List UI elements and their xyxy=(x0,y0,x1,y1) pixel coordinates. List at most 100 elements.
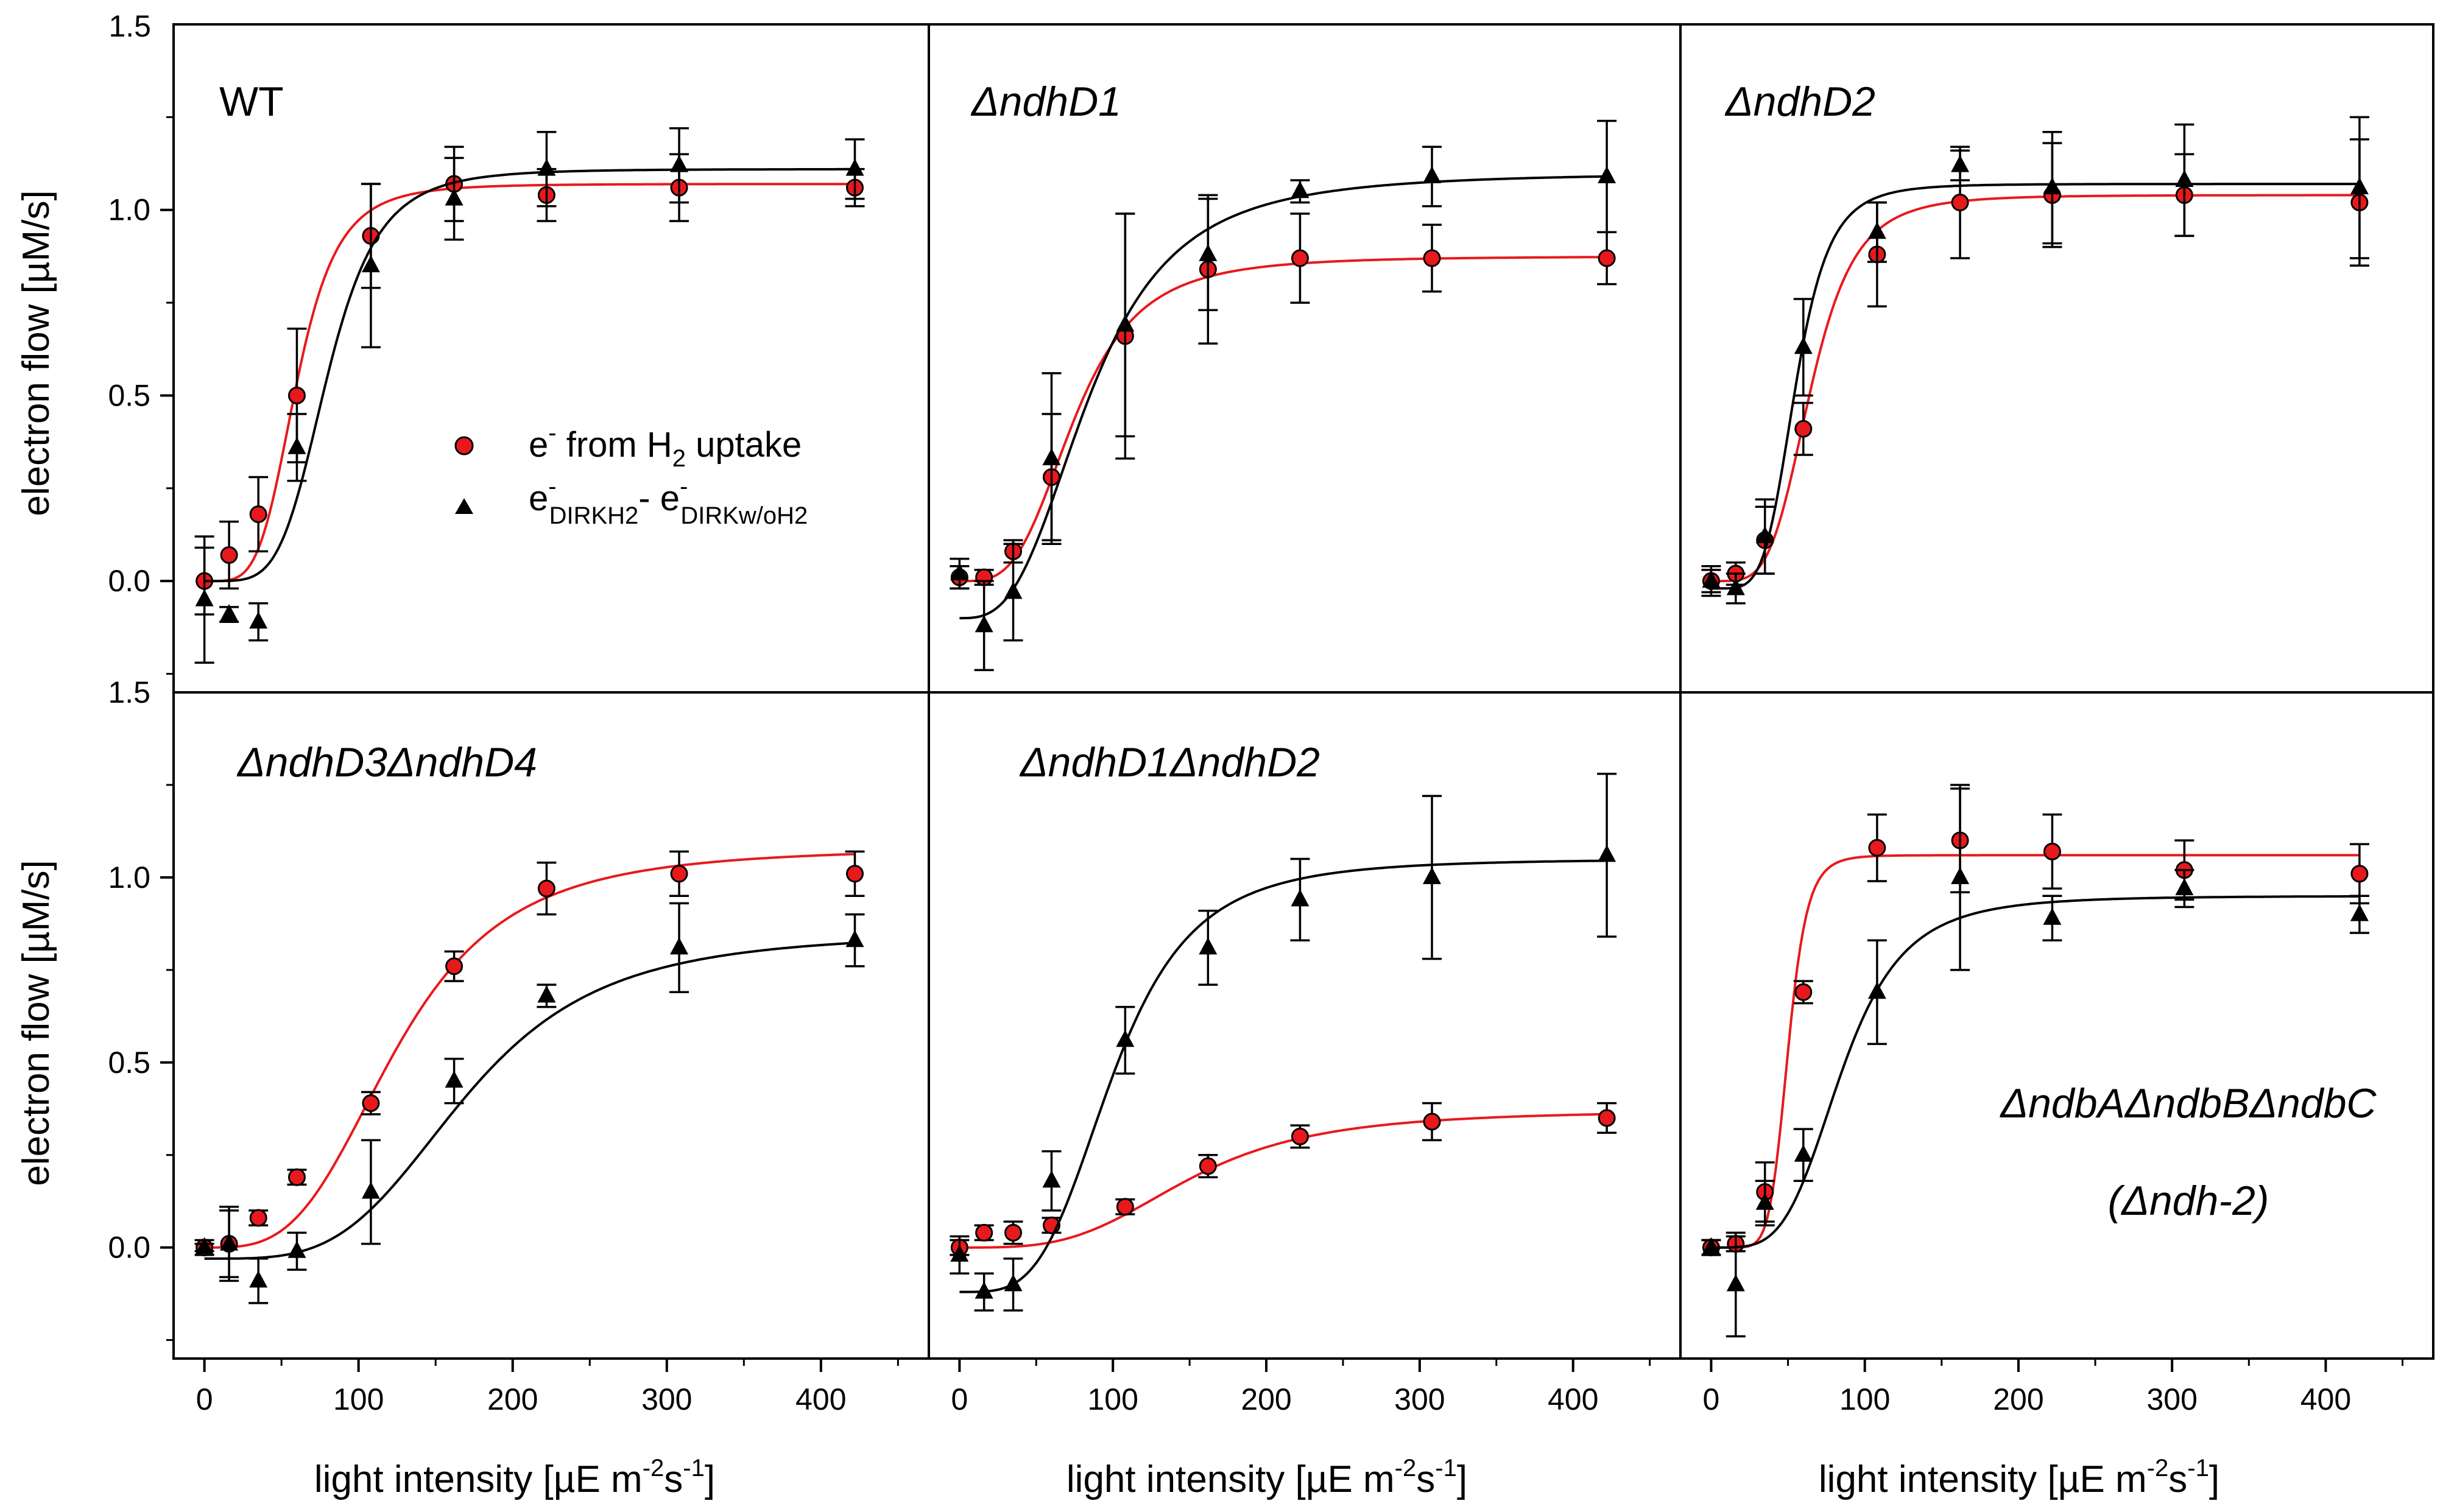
data-point-dirk-difference-ndhd3-ndhd4 xyxy=(445,1071,464,1088)
y-tick-label-wt: 0.0 xyxy=(108,564,150,598)
x-axis-title-col1: light intensity [µE m-2s-1] xyxy=(314,1455,715,1500)
panel-ndba-ndbb-ndbc: ΔndbAΔndbBΔndbC (Δndh-2) 0 100 200 300 400 xyxy=(1701,784,2404,1416)
data-point-dirk-difference-wt xyxy=(195,589,214,607)
data-point-dirk-difference-ndhd1 xyxy=(1598,166,1616,183)
data-point-h2-uptake-ndhd1-ndhd2 xyxy=(1116,1198,1134,1216)
legend-marker-circle xyxy=(454,436,474,455)
data-point-dirk-difference-ndba-ndbb-ndbc xyxy=(2175,878,2194,896)
data-point-dirk-difference-ndhd1-ndhd2 xyxy=(1004,1274,1023,1292)
y-tick-label-wt: 1.0 xyxy=(108,193,150,227)
panel-ndhd2: ΔndhD2 xyxy=(1701,79,2369,605)
y-tick-label-top: 1.5 xyxy=(108,9,151,43)
data-point-h2-uptake-ndba-ndbb-ndbc xyxy=(1794,983,1813,1001)
panel-frame xyxy=(172,23,2434,1360)
data-point-dirk-difference-ndhd1 xyxy=(1116,314,1135,332)
x-tick-label-ndba-ndbb-ndbc: 200 xyxy=(1993,1382,2043,1416)
data-point-h2-uptake-ndba-ndbb-ndbc xyxy=(2043,842,2061,860)
fit-curve-dirk-difference-ndhd3-ndhd4 xyxy=(204,941,855,1260)
data-point-dirk-difference-ndhd3-ndhd4 xyxy=(670,937,689,955)
data-point-dirk-difference-ndhd3-ndhd4 xyxy=(287,1240,306,1258)
panel-title-ndhd1-ndhd2: ΔndhD1ΔndhD2 xyxy=(1019,739,1320,786)
data-point-dirk-difference-ndhd2 xyxy=(2175,169,2194,187)
data-point-h2-uptake-ndba-ndbb-ndbc xyxy=(2350,865,2369,883)
data-point-h2-uptake-ndhd2 xyxy=(1794,420,1813,438)
data-point-h2-uptake-ndhd1-ndhd2 xyxy=(1004,1223,1023,1242)
panel-title-ndba-ndbb-ndbc: ΔndbAΔndbBΔndbC xyxy=(1999,1080,2377,1127)
panel-title-wt: WT xyxy=(219,79,284,125)
x-axis-title-col2: light intensity [µE m-2s-1] xyxy=(1066,1455,1467,1500)
data-point-dirk-difference-ndhd3-ndhd4 xyxy=(845,930,864,948)
data-point-h2-uptake-ndhd3-ndhd4 xyxy=(249,1209,267,1227)
panel-subtitle-ndh2: (Δndh-2) xyxy=(2108,1178,2269,1224)
data-point-dirk-difference-ndhd1-ndhd2 xyxy=(1042,1170,1061,1188)
fit-curve-h2-uptake-ndhd2 xyxy=(1711,194,2360,583)
data-point-dirk-difference-ndhd1 xyxy=(1423,166,1442,183)
panel-title-ndhd3-ndhd4: ΔndhD3ΔndhD4 xyxy=(236,739,537,786)
data-point-h2-uptake-ndhd3-ndhd4 xyxy=(670,865,688,883)
data-point-dirk-difference-ndhd1 xyxy=(950,563,969,580)
x-tick-label-ndhd1-ndhd2: 0 xyxy=(951,1382,968,1416)
data-point-dirk-difference-ndhd3-ndhd4 xyxy=(220,1233,239,1251)
data-point-dirk-difference-ndhd1 xyxy=(1004,582,1023,599)
fit-curve-h2-uptake-ndhd1-ndhd2 xyxy=(959,1113,1607,1249)
data-point-dirk-difference-ndhd2 xyxy=(1755,526,1774,544)
y-tick-label-ndhd3-ndhd4: 0.5 xyxy=(108,1046,150,1080)
data-point-h2-uptake-ndhd3-ndhd4 xyxy=(287,1168,306,1186)
data-point-dirk-difference-wt xyxy=(670,155,689,172)
x-tick-label-ndhd3-ndhd4: 100 xyxy=(333,1382,384,1416)
legend-label-h2-uptake: e- from H2 uptake xyxy=(529,420,802,472)
x-tick-label-ndba-ndbb-ndbc: 400 xyxy=(2300,1382,2351,1416)
data-point-dirk-difference-ndhd1-ndhd2 xyxy=(1598,845,1616,862)
x-tick-label-ndhd1-ndhd2: 400 xyxy=(1548,1382,1598,1416)
data-point-dirk-difference-ndhd1 xyxy=(1199,244,1218,261)
data-point-dirk-difference-ndhd3-ndhd4 xyxy=(361,1181,380,1199)
x-tick-label-ndhd1-ndhd2: 100 xyxy=(1087,1382,1138,1416)
data-point-dirk-difference-ndba-ndbb-ndbc xyxy=(1867,982,1886,999)
data-point-dirk-difference-ndhd1-ndhd2 xyxy=(1423,867,1442,884)
data-point-dirk-difference-ndhd3-ndhd4 xyxy=(195,1237,214,1254)
legend: e- from H2 uptake e-DIRKH2- e-DIRKw/oH2 xyxy=(454,420,808,529)
data-point-h2-uptake-ndhd1-ndhd2 xyxy=(1291,1127,1309,1145)
data-point-h2-uptake-wt xyxy=(220,546,238,564)
data-point-dirk-difference-ndhd2 xyxy=(1867,222,1886,239)
fit-curve-h2-uptake-wt xyxy=(204,183,855,583)
x-tick-label-ndba-ndbb-ndbc: 300 xyxy=(2146,1382,2197,1416)
x-tick-label-ndhd3-ndhd4: 300 xyxy=(641,1382,692,1416)
x-tick-label-ndhd1-ndhd2: 200 xyxy=(1241,1382,1291,1416)
data-point-dirk-difference-wt xyxy=(249,611,268,629)
data-point-dirk-difference-ndba-ndbb-ndbc xyxy=(1702,1237,1721,1254)
fit-curve-h2-uptake-ndba-ndbb-ndbc xyxy=(1711,854,2360,1249)
data-point-dirk-difference-ndhd3-ndhd4 xyxy=(249,1270,268,1288)
data-point-h2-uptake-wt xyxy=(287,386,306,404)
data-point-h2-uptake-ndba-ndbb-ndbc xyxy=(1868,839,1886,857)
data-point-dirk-difference-ndhd2 xyxy=(1702,571,1721,588)
data-point-h2-uptake-ndhd1-ndhd2 xyxy=(1199,1157,1217,1175)
data-point-dirk-difference-ndhd1-ndhd2 xyxy=(950,1244,969,1262)
fit-curve-dirk-difference-ndhd1 xyxy=(959,175,1607,620)
data-point-dirk-difference-wt xyxy=(220,604,239,622)
panel-wt: WT 0.0 0.5 1.0 xyxy=(108,79,865,675)
data-point-dirk-difference-ndhd1 xyxy=(975,615,993,633)
x-tick-label-ndhd1-ndhd2: 300 xyxy=(1394,1382,1445,1416)
x-axis-title-col3: light intensity [µE m-2s-1] xyxy=(1819,1455,2219,1500)
data-point-dirk-difference-ndba-ndbb-ndbc xyxy=(2350,904,2369,921)
fit-curve-dirk-difference-wt xyxy=(204,167,855,583)
data-point-dirk-difference-ndhd1 xyxy=(1042,448,1061,466)
y-tick-label-wt: 0.5 xyxy=(108,378,150,412)
data-point-h2-uptake-ndhd3-ndhd4 xyxy=(445,957,464,976)
x-tick-label-ndba-ndbb-ndbc: 100 xyxy=(1839,1382,1890,1416)
data-point-dirk-difference-ndhd1-ndhd2 xyxy=(1291,889,1310,907)
y-axis-title-bottom: electron flow [µM/s] xyxy=(15,860,57,1186)
fit-curve-dirk-difference-ndhd2 xyxy=(1711,183,2360,590)
data-point-dirk-difference-ndba-ndbb-ndbc xyxy=(1794,1144,1813,1162)
x-tick-label-ndba-ndbb-ndbc: 0 xyxy=(1703,1382,1720,1416)
data-point-h2-uptake-ndhd1 xyxy=(1423,249,1441,267)
data-point-dirk-difference-wt xyxy=(537,158,556,176)
legend-label-dirk: e-DIRKH2- e-DIRKw/oH2 xyxy=(529,473,808,529)
panel-ndhd1-ndhd2: ΔndhD1ΔndhD2 0 100 200 300 400 xyxy=(950,739,1651,1416)
x-tick-label-ndhd3-ndhd4: 200 xyxy=(487,1382,538,1416)
fit-curve-h2-uptake-ndhd1 xyxy=(959,256,1607,583)
data-point-dirk-difference-wt xyxy=(361,255,380,273)
data-point-dirk-difference-ndhd2 xyxy=(1726,578,1745,596)
